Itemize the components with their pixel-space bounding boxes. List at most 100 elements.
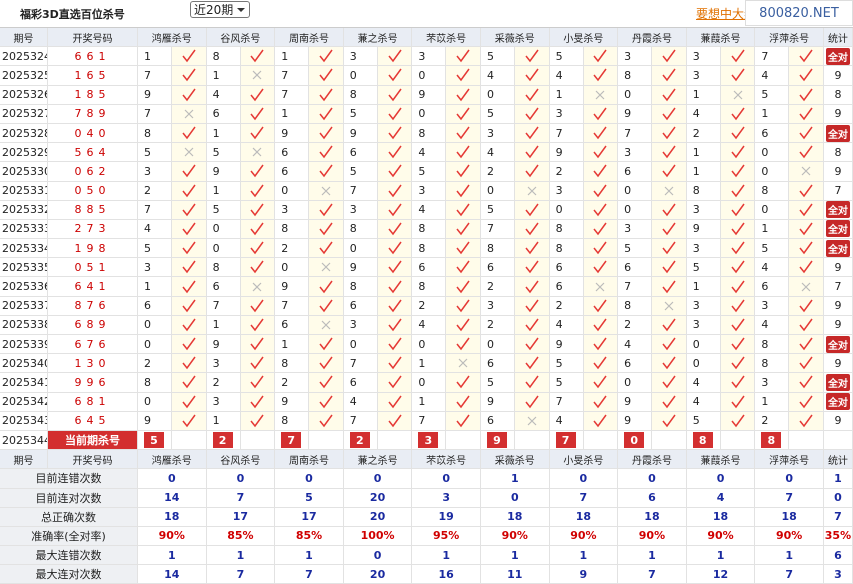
kill-result (377, 411, 413, 431)
draw-number: 996 (48, 373, 138, 393)
check-icon (525, 318, 539, 332)
kill-result (720, 258, 756, 278)
check-icon (319, 376, 333, 389)
kill-number: 2 (138, 181, 172, 201)
check-icon (319, 164, 333, 178)
kill-number: 4 (755, 66, 790, 86)
icon-path (595, 90, 605, 100)
kill-number: 4 (549, 66, 584, 86)
kill-result (377, 162, 413, 182)
check-icon (182, 88, 196, 101)
period-select[interactable]: 近20期 (190, 1, 250, 18)
icon-path (182, 414, 196, 428)
icon-path (250, 107, 264, 121)
empty (172, 430, 207, 451)
icon-path (250, 203, 264, 217)
icon-path (664, 301, 674, 311)
icon-path (456, 299, 470, 312)
icon-path (182, 280, 196, 293)
stat-value: 全对 (825, 220, 850, 238)
icon-path (182, 49, 196, 63)
column-header: 统计 (823, 450, 853, 470)
kill-number: 0 (618, 373, 653, 393)
kill-number: 5 (549, 373, 584, 393)
kill-number: 1 (275, 335, 310, 355)
kill-number: 5 (480, 104, 515, 124)
kill-number: 3 (480, 296, 515, 316)
kill-result (652, 66, 687, 86)
kill-number: 7 (138, 104, 172, 124)
icon-path (662, 88, 676, 101)
kill-result (377, 315, 413, 335)
column-header: 丹霞杀号 (618, 28, 687, 48)
icon-path (730, 145, 745, 159)
kill-result (446, 143, 481, 163)
kill-result (514, 354, 550, 374)
icon-path (525, 107, 539, 121)
check-icon (319, 88, 333, 101)
icon-path (730, 337, 745, 351)
check-icon (799, 241, 813, 255)
check-icon (182, 49, 196, 63)
summary-value: 18 (755, 507, 824, 527)
kill-result (652, 85, 687, 105)
check-icon (182, 203, 196, 217)
icon-path (319, 164, 333, 178)
kill-number: 1 (138, 277, 172, 297)
kill-result (240, 354, 276, 374)
icon-path (250, 164, 264, 178)
period: 2025337 (0, 296, 48, 316)
icon-path (799, 126, 813, 140)
icon-path (662, 69, 676, 82)
kill-result (583, 315, 619, 335)
kill-result (377, 219, 413, 240)
check-icon (593, 337, 607, 351)
check-icon (319, 222, 333, 236)
kill-result (652, 181, 687, 201)
current-kill-box: 0 (624, 432, 645, 449)
kill-number: 8 (618, 296, 653, 316)
check-icon (250, 395, 264, 408)
check-icon (456, 88, 470, 101)
kill-result (377, 277, 413, 297)
kill-number: 7 (618, 123, 653, 144)
check-icon (182, 337, 196, 351)
check-icon (799, 145, 813, 159)
kill-number: 9 (206, 162, 241, 182)
kill-result (583, 277, 619, 297)
icon-path (319, 299, 333, 312)
summary-value: 7 (275, 565, 344, 584)
period: 2025339 (0, 335, 48, 355)
kill-number: 0 (412, 335, 447, 355)
kill-result (652, 219, 687, 240)
check-icon (730, 299, 745, 312)
summary-value: 6 (618, 488, 687, 508)
summary-value: 1 (480, 546, 550, 566)
draw-number: 885 (48, 200, 138, 220)
check-icon (387, 69, 402, 82)
summary-value: 7 (755, 488, 824, 508)
empty (720, 430, 756, 451)
check-icon (799, 260, 813, 274)
kill-result (789, 277, 824, 297)
kill-number: 7 (549, 123, 584, 144)
kill-result (720, 123, 756, 144)
icon-path (662, 318, 676, 332)
check-icon (182, 356, 196, 370)
icon-path (319, 107, 333, 121)
kill-result (309, 315, 344, 335)
check-icon (456, 184, 470, 197)
check-icon (662, 414, 676, 428)
kill-number: 6 (343, 296, 378, 316)
kill-result (240, 200, 276, 220)
icon-path (801, 282, 811, 291)
cross-icon (252, 147, 262, 157)
check-icon (250, 222, 264, 236)
kill-number: 8 (275, 219, 310, 240)
kill-result (720, 335, 756, 355)
kill-result (377, 200, 413, 220)
kill-number: 0 (412, 104, 447, 124)
icon-path (319, 203, 333, 217)
kill-result (240, 258, 276, 278)
kill-number: 3 (755, 373, 790, 393)
